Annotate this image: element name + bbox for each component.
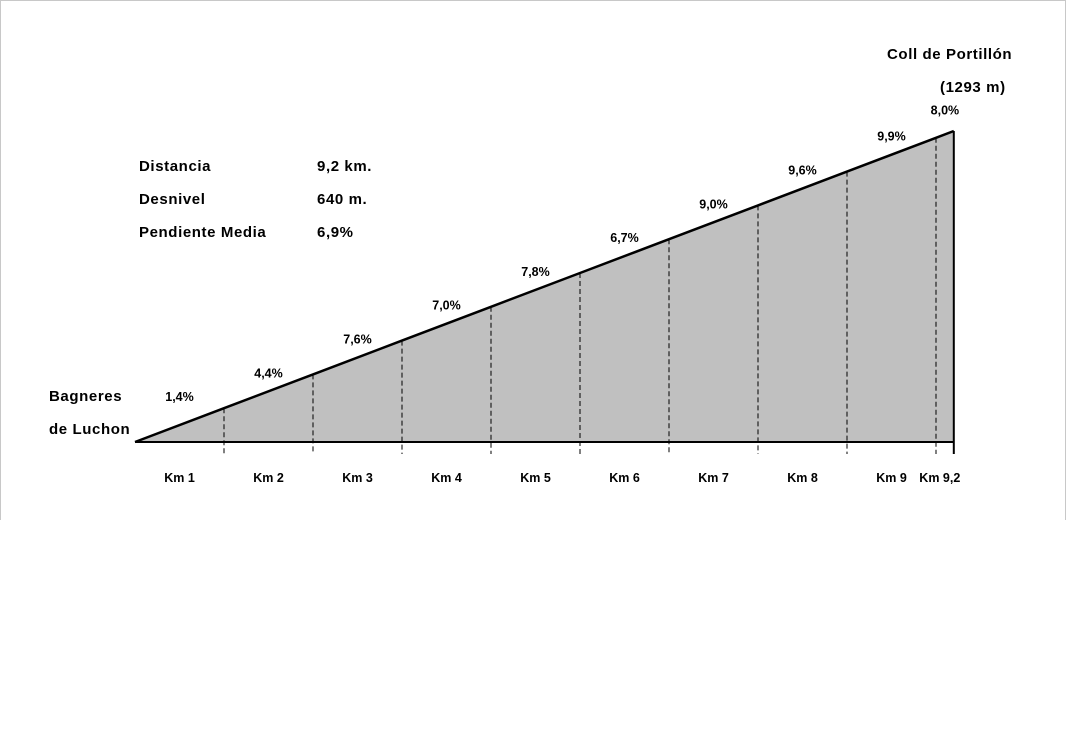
stat-distance-value: 9,2 km.: [317, 158, 372, 175]
gradient-label: 4,4%: [254, 366, 283, 380]
km-tick-label: Km 2: [253, 471, 284, 485]
gradient-label: 9,9%: [877, 130, 906, 144]
km-tick-label: Km 9: [876, 471, 907, 485]
chart-frame: [0, 0, 1066, 520]
marks-layer: Km 1 Km 2 Km 3 Km 4 Km 5 Km 6 Km 7 Km 8 Km 9 Km 9…: [134, 103, 960, 485]
gradient-label: 1,4%: [165, 390, 194, 404]
stat-distance-label: Distancia: [139, 158, 211, 175]
start-label-line2: de Luchon: [49, 421, 130, 438]
start-label-line1: Bagneres: [49, 388, 122, 405]
gradient-label: 8,0%: [931, 103, 960, 117]
gradient-label: 7,6%: [343, 333, 372, 347]
stat-elevation-gain-label: Desnivel: [139, 191, 206, 208]
km-tick-label: Km 9,2: [919, 471, 960, 485]
km-tick-label: Km 4: [431, 471, 462, 485]
gradient-label: 7,0%: [432, 299, 461, 313]
km-tick-label: Km 8: [787, 471, 818, 485]
gradient-label: 7,8%: [521, 265, 550, 279]
stat-elevation-gain-value: 640 m.: [317, 191, 367, 208]
profile-line: [134, 129, 955, 444]
stat-average-gradient-label: Pendiente Media: [139, 224, 266, 241]
km-tick-label: Km 7: [698, 471, 729, 485]
gradient-label: 9,6%: [788, 164, 817, 178]
km-tick-label: Km 5: [520, 471, 551, 485]
gradient-label: 6,7%: [610, 231, 639, 245]
chart-subtitle: (1293 m): [940, 79, 1006, 96]
profile-layer: [135, 131, 954, 442]
km-tick-label: Km 1: [164, 471, 195, 485]
km-tick-label: Km 6: [609, 471, 640, 485]
km-tick-label: Km 3: [342, 471, 373, 485]
profile-area: [135, 131, 954, 442]
gradient-label: 9,0%: [699, 197, 728, 211]
chart-title: Coll de Portillón: [887, 46, 1012, 63]
stat-average-gradient-value: 6,9%: [317, 224, 354, 241]
